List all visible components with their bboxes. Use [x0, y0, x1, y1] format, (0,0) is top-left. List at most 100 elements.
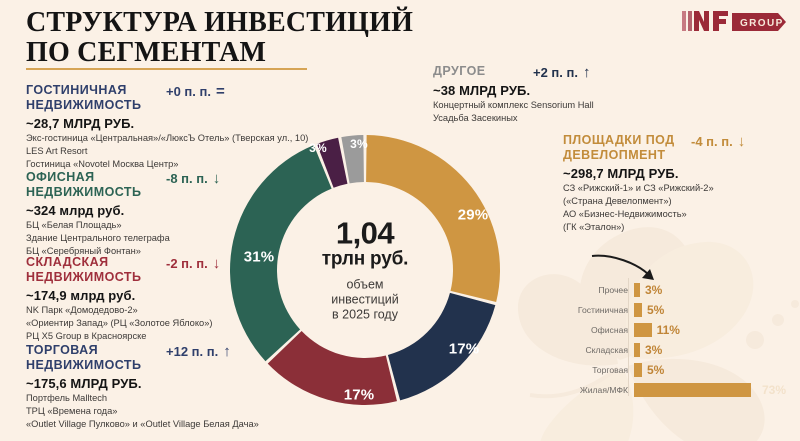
donut-slice-percent: 17% — [343, 386, 375, 404]
bar-fill — [634, 302, 642, 317]
list-item: Усадьба Засекиных — [433, 113, 518, 124]
segment-retail-delta-value: +12 п. п. — [166, 344, 219, 359]
bar-track: 5% — [634, 362, 796, 377]
donut-slice-percent: 29% — [457, 206, 489, 224]
segment-office-name: ОФИСНАЯ НЕДВИЖИМОСТЬ — [26, 170, 142, 199]
segment-office-value: ~324 млрд руб. — [26, 202, 125, 218]
segment-warehouse-delta-value: -2 п. п. — [166, 256, 208, 271]
list-item: «Outlet Village Пулково» и «Outlet Villa… — [26, 418, 259, 429]
list-item: РЦ X5 Group в Красноярске — [26, 330, 147, 341]
donut-slice-percent: 31% — [243, 248, 275, 266]
residential-breakdown-chart: Прочее 3% Гостиничная 5% Офисная 11% Складская… — [560, 278, 796, 402]
donut-slice — [267, 331, 397, 405]
list-item: БЦ «Серебряный Фонтан» — [26, 245, 141, 256]
segment-development-items: СЗ «Рижский-1» и СЗ «Рижский-2» («Страна… — [563, 182, 800, 235]
bar-fill — [634, 322, 652, 337]
page-title: СТРУКТУРА ИНВЕСТИЦИЙ ПО СЕГМЕНТАМ — [26, 7, 414, 69]
segment-development-delta-value: -4 п. п. — [691, 134, 733, 149]
segment-warehouse-items: NK Парк «Домодедово-2» «Ориентир Запад» … — [26, 304, 326, 344]
segment-office-items: БЦ «Белая Площадь» Здание Центрального т… — [26, 219, 326, 259]
segment-warehouse-name: СКЛАДСКАЯ НЕДВИЖИМОСТЬ — [26, 255, 142, 284]
bar-label: Гостиничная — [577, 304, 628, 315]
list-item: Концертный комплекс Sensorium Hall — [433, 100, 594, 110]
segment-warehouse: СКЛАДСКАЯ НЕДВИЖИМОСТЬ -2 п. п. ↓ ~174,9… — [26, 255, 326, 343]
list-item: ТРЦ «Времена года» — [26, 405, 118, 416]
total-unit: трлн руб. — [321, 248, 409, 270]
segment-hotel-delta: +0 п. п. = — [166, 84, 225, 99]
bar-fill — [634, 362, 642, 377]
segment-hotel-delta-value: +0 п. п. — [166, 84, 211, 99]
arrow-down-icon: ↓ — [737, 133, 746, 150]
bar-value: 5% — [647, 362, 665, 377]
segment-warehouse-delta: -2 п. п. ↓ — [166, 256, 220, 271]
bar-label: Офисная — [590, 324, 628, 335]
arrow-down-icon: ↓ — [212, 170, 221, 187]
segment-development: ПЛОЩАДКИ ПОД ДЕВЕЛОПМЕНТ -4 п. п. ↓ ~298… — [563, 133, 800, 234]
donut-slice — [387, 292, 496, 401]
bar-value: 3% — [645, 282, 663, 297]
list-item: БЦ «Белая Площадь» — [26, 219, 122, 230]
nf-group-logo: GROUP — [682, 9, 786, 33]
donut-slice-percent: 3% — [350, 137, 368, 151]
list-item: Гостиница «Novotel Москва Центр» — [26, 158, 179, 169]
bar-row: Торговая 5% — [560, 362, 796, 377]
bar-fill — [634, 282, 640, 297]
arrow-up-icon: ↑ — [223, 343, 231, 360]
list-item: СЗ «Рижский-1» и СЗ «Рижский-2» — [563, 182, 714, 193]
segment-hotel: ГОСТИНИЧНАЯ НЕДВИЖИМОСТЬ +0 п. п. = ~28,… — [26, 83, 356, 171]
bar-value: 5% — [647, 302, 665, 317]
donut-svg — [230, 135, 501, 405]
donut-chart: 29% 17% 17% 31% 3% 3% 1,04 трлн руб. объем ин… — [215, 120, 545, 440]
segment-retail-items: Портфель Malltech ТРЦ «Времена года» «Ou… — [26, 392, 356, 432]
bar-track: 5% — [634, 302, 796, 317]
title-divider — [26, 68, 307, 70]
donut-slice — [230, 145, 332, 362]
logo-word: GROUP — [740, 18, 784, 29]
segment-hotel-name: ГОСТИНИЧНАЯ НЕДВИЖИМОСТЬ — [26, 83, 142, 112]
bar-row: Складская 3% — [560, 342, 796, 357]
arrow-up-icon: ↑ — [582, 64, 591, 81]
bar-label: Прочее — [598, 284, 628, 295]
donut-slice-percent: 3% — [309, 141, 327, 155]
segment-development-delta: -4 п. п. ↓ — [691, 134, 745, 149]
curved-arrow-icon — [591, 254, 654, 280]
list-item: («Страна Девелопмент») — [563, 195, 672, 206]
bar-row: Жилая/МФК 73% — [560, 382, 796, 397]
list-item: АО «Бизнес-Недвижимость» — [563, 208, 687, 219]
bar-value: 73% — [761, 382, 786, 397]
bar-label: Складская — [585, 344, 628, 355]
segment-hotel-value: ~28,7 МЛРД РУБ. — [26, 115, 135, 131]
equals-icon: = — [215, 83, 225, 100]
bar-track: 3% — [634, 282, 796, 297]
segment-other-name: ДРУГОЕ — [433, 64, 486, 78]
segment-retail-value: ~175,6 МЛРД РУБ. — [26, 375, 142, 391]
segment-other: ДРУГОЕ +2 п. п. ↑ ~38 МЛРД РУБ. Концертн… — [433, 64, 703, 125]
list-item: LES Art Resort — [26, 145, 88, 156]
bar-fill — [634, 342, 640, 357]
segment-development-name: ПЛОЩАДКИ ПОД ДЕВЕЛОПМЕНТ — [563, 133, 675, 162]
bar-label: Жилая/МФК — [579, 384, 628, 395]
donut-slice-percent: 17% — [448, 340, 480, 358]
list-item: Здание Центрального телеграфа — [26, 232, 170, 243]
segment-retail-name: ТОРГОВАЯ НЕДВИЖИМОСТЬ — [26, 343, 142, 372]
segment-office: ОФИСНАЯ НЕДВИЖИМОСТЬ -8 п. п. ↓ ~324 млр… — [26, 170, 326, 258]
bar-label: Торговая — [592, 364, 628, 375]
bar-axis-line — [628, 278, 629, 396]
segment-retail-delta: +12 п. п. ↑ — [166, 344, 231, 359]
list-item: NK Парк «Домодедово-2» — [26, 304, 138, 315]
segment-office-delta: -8 п. п. ↓ — [166, 171, 220, 186]
segment-other-items: Концертный комплекс Sensorium Hall Усадь… — [433, 99, 703, 125]
donut-slice — [341, 135, 364, 184]
total-caption: объем инвестиций в 2025 году — [331, 277, 399, 322]
bar-row: Гостиничная 5% — [560, 302, 796, 317]
donut-slice — [316, 137, 348, 188]
segment-development-value: ~298,7 МЛРД РУБ. — [563, 165, 679, 181]
bar-fill — [634, 382, 751, 397]
bar-value: 3% — [645, 342, 663, 357]
list-item: Портфель Malltech — [26, 392, 108, 403]
bar-value: 11% — [656, 322, 680, 337]
list-item: Экс-гостиница «Центральная»/«ЛюксЪ Отель… — [26, 132, 309, 143]
donut-slice — [366, 135, 501, 302]
bar-track: 11% — [634, 322, 796, 337]
